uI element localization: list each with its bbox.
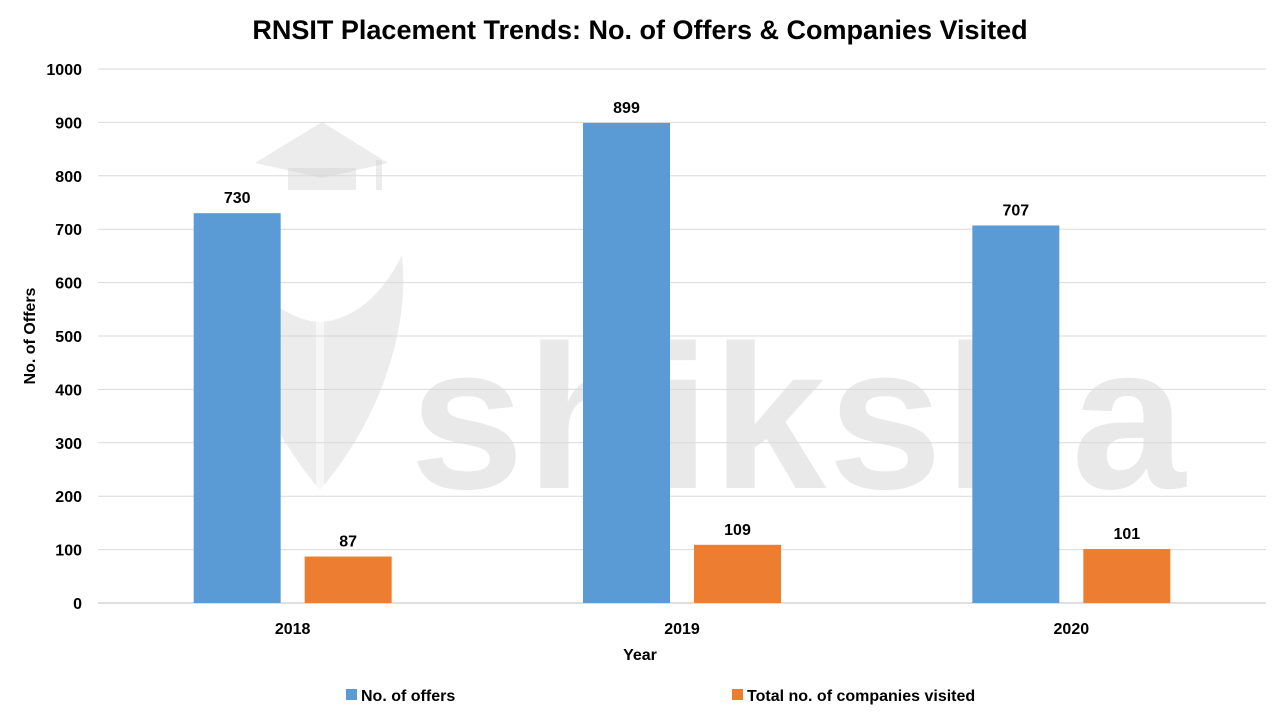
y-tick-label: 300	[55, 436, 82, 453]
y-tick-label: 800	[55, 169, 82, 186]
x-axis-ticks: 2018 2019 2020	[275, 621, 1089, 638]
x-tick-label: 2019	[664, 621, 700, 638]
y-axis-title: No. of Offers	[22, 287, 39, 384]
y-tick-label: 600	[55, 276, 82, 293]
data-label: 899	[613, 100, 640, 117]
data-label: 707	[1002, 202, 1029, 219]
x-axis-title: Year	[623, 647, 657, 664]
legend: No. of offers Total no. of companies visi…	[346, 688, 975, 705]
bar-companies-2020	[1083, 549, 1171, 603]
y-tick-label: 400	[55, 382, 82, 399]
y-tick-label: 700	[55, 222, 82, 239]
x-tick-label: 2018	[275, 621, 311, 638]
y-tick-label: 900	[55, 115, 82, 132]
y-tick-label: 0	[73, 596, 82, 613]
data-label: 730	[224, 190, 251, 207]
bar-companies-2019	[694, 544, 781, 603]
data-label: 87	[339, 534, 357, 551]
data-labels: 730 87 899 109 707 101	[224, 100, 1140, 551]
gridlines	[98, 68, 1266, 604]
chart-title: RNSIT Placement Trends: No. of Offers & …	[252, 15, 1027, 45]
bars	[193, 122, 1171, 604]
bar-offers-2019	[583, 122, 670, 604]
legend-label: No. of offers	[361, 688, 455, 705]
y-tick-label: 500	[55, 329, 82, 346]
bar-offers-2018	[193, 213, 281, 603]
data-label: 101	[1113, 526, 1140, 543]
watermark-text: shiksha	[410, 303, 1187, 532]
x-tick-label: 2020	[1054, 621, 1090, 638]
y-tick-label: 100	[55, 543, 82, 560]
y-axis-ticks: 0 100 200 300 400 500 600 700 800 900 1000	[46, 62, 82, 613]
y-tick-label: 1000	[46, 62, 82, 79]
legend-swatch	[732, 689, 743, 700]
data-label: 109	[724, 522, 751, 539]
legend-label: Total no. of companies visited	[747, 688, 975, 705]
bar-offers-2020	[972, 225, 1060, 603]
legend-swatch	[346, 689, 357, 700]
y-tick-label: 200	[55, 489, 82, 506]
bar-companies-2018	[304, 556, 392, 603]
